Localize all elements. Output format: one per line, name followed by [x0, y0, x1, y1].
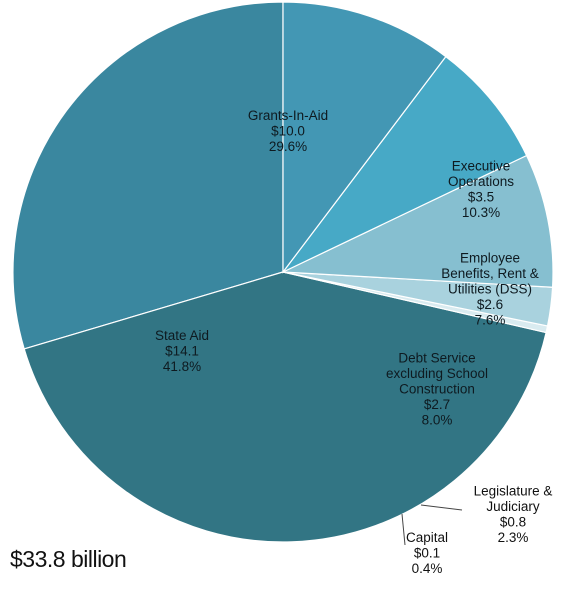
pie-slice-state-aid	[23, 271, 547, 543]
slice-value-label: $2.6	[477, 297, 503, 312]
slice-name-line: Grants-In-Aid	[248, 108, 328, 123]
slice-percent-label: 29.6%	[269, 139, 307, 154]
slice-name-line: Construction	[399, 382, 475, 397]
slice-percent-label: 41.8%	[163, 359, 201, 374]
slice-name-line: State Aid	[155, 328, 209, 343]
slice-percent-label: 8.0%	[422, 413, 453, 428]
slice-value-label: $10.0	[271, 124, 305, 139]
slice-percent-label: 7.6%	[475, 313, 506, 328]
slice-value-label: $0.8	[500, 514, 526, 529]
slice-name-line: Capital	[406, 530, 448, 545]
slice-name-line: Benefits, Rent &	[441, 266, 539, 281]
slice-value-label: $2.7	[424, 397, 450, 412]
leader-line-legislature-judiciary	[420, 504, 463, 511]
slice-name-line: Employee	[460, 251, 520, 266]
slice-name-line: excluding School	[386, 366, 488, 381]
pie-slices	[12, 1, 554, 543]
slice-percent-label: 2.3%	[498, 530, 529, 545]
slice-value-label: $14.1	[165, 344, 199, 359]
slice-value-label: $0.1	[414, 546, 440, 561]
slice-name-line: Utilities (DSS)	[448, 282, 532, 297]
pie-slice-grants-in-aid	[12, 1, 284, 350]
slice-value-label: $3.5	[468, 189, 494, 204]
slice-percent-label: 0.4%	[412, 561, 443, 576]
slice-label-grants-in-aid: Grants-In-Aid$10.029.6%	[248, 108, 328, 154]
slice-name-line: Debt Service	[398, 351, 475, 366]
slice-label-capital: Capital$0.10.4%	[406, 530, 448, 576]
slice-percent-label: 10.3%	[462, 205, 500, 220]
leader-line-capital	[401, 513, 406, 546]
slice-label-state-aid: State Aid$14.141.8%	[155, 328, 209, 374]
slice-name-line: Judiciary	[486, 499, 540, 514]
slice-name-line: Legislature &	[474, 483, 553, 498]
total-budget-label: $33.8 billion	[10, 546, 127, 572]
slice-label-legislature-judiciary: Legislature &Judiciary$0.82.3%	[474, 483, 553, 545]
slice-name-line: Operations	[448, 174, 514, 189]
pie-slice-executive-operations	[282, 1, 447, 274]
slice-name-line: Executive	[452, 158, 511, 173]
pie-slice-employee-benefits	[282, 55, 528, 273]
pie-slice-debt-service	[282, 154, 554, 288]
